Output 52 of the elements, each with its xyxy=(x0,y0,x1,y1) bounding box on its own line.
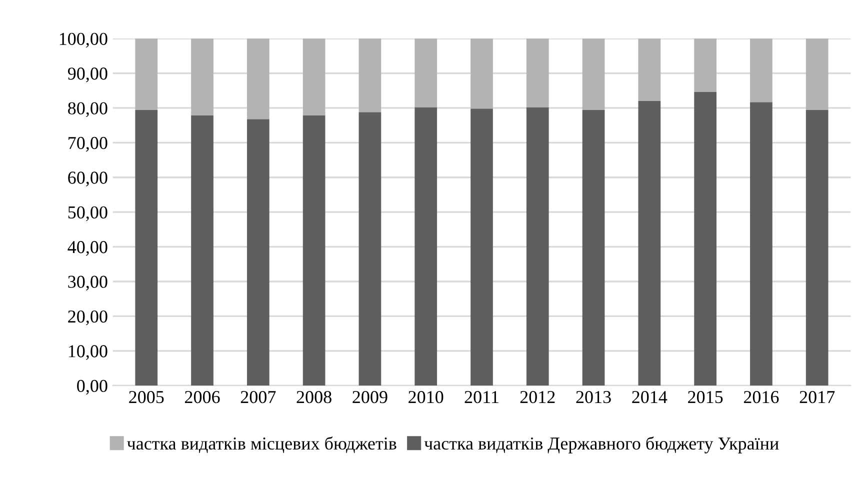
bar xyxy=(246,119,270,386)
y-tick-label: 10,00 xyxy=(68,345,108,360)
y-tick-label: 90,00 xyxy=(68,68,108,82)
x-tick-label: 2014 xyxy=(632,390,668,404)
x-tick-label: 2017 xyxy=(800,390,835,404)
x-tick-label: 2005 xyxy=(129,390,164,404)
x-tick-label: 2011 xyxy=(464,390,498,404)
x-tick-label: 2006 xyxy=(185,390,220,404)
bar xyxy=(191,115,214,386)
y-tick-label: 80,00 xyxy=(68,102,108,118)
bar xyxy=(694,92,716,386)
bar xyxy=(806,38,828,110)
bar xyxy=(750,38,772,102)
x-tick-label: 2008 xyxy=(296,390,332,404)
bar xyxy=(750,102,772,386)
x-tick-label: 2013 xyxy=(576,390,611,404)
x-tick-label: 2016 xyxy=(744,390,779,404)
bar xyxy=(358,38,382,112)
bar xyxy=(414,107,438,386)
bar xyxy=(302,115,326,386)
y-tick-label: 70,00 xyxy=(68,136,108,152)
bar xyxy=(694,38,716,92)
y-tick-label: 50,00 xyxy=(68,206,108,222)
bar xyxy=(638,101,661,386)
bar xyxy=(358,112,382,386)
legend-label: частка видатків Державного бюджету України xyxy=(424,436,779,454)
bar xyxy=(414,38,438,108)
y-tick-label: 60,00 xyxy=(68,172,108,186)
bar xyxy=(302,38,326,116)
y-tick-label: 100,00 xyxy=(60,32,108,48)
x-tick-label: 2015 xyxy=(688,390,723,404)
legend-label: частка видатків місцевих бюджетів xyxy=(127,436,396,453)
bar xyxy=(135,38,158,110)
x-tick-label: 2007 xyxy=(240,390,276,404)
y-tick-label: 20,00 xyxy=(68,310,108,326)
bar xyxy=(191,38,214,116)
bar xyxy=(582,110,605,386)
bar xyxy=(470,38,493,109)
x-tick-label: 2012 xyxy=(520,390,555,404)
bar xyxy=(135,110,158,386)
y-tick-label: 30,00 xyxy=(68,276,108,291)
x-tick-label: 2010 xyxy=(408,390,444,404)
bar xyxy=(526,38,549,108)
y-tick-label: 0,00 xyxy=(77,380,108,395)
bar xyxy=(806,110,828,386)
bar xyxy=(582,38,605,110)
bar xyxy=(638,38,661,102)
x-tick-label: 2009 xyxy=(352,390,388,404)
bar xyxy=(526,107,549,386)
bar xyxy=(470,108,493,386)
bar xyxy=(246,38,270,120)
y-tick-label: 40,00 xyxy=(68,241,108,256)
